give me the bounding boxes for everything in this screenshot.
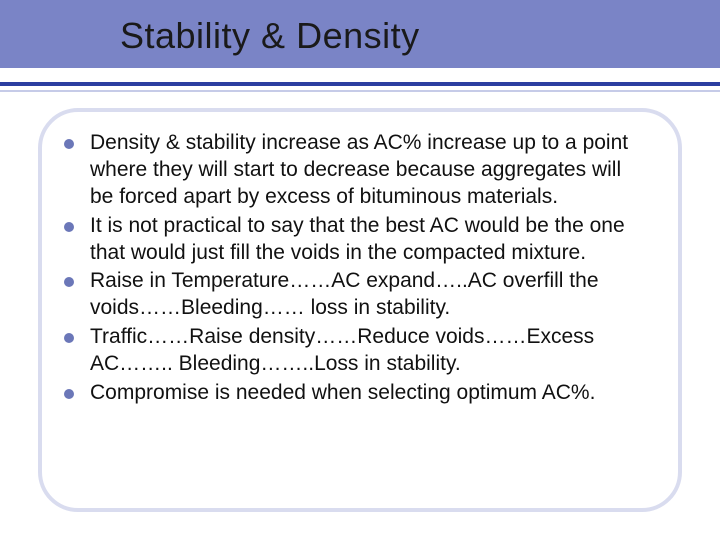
list-item: Traffic……Raise density……Reduce voids……Ex… [56,324,650,378]
list-item: It is not practical to say that the best… [56,213,650,267]
list-item: Density & stability increase as AC% incr… [56,130,650,211]
slide-title: Stability & Density [120,15,420,57]
title-container: Stability & Density [120,8,690,64]
divider-light [0,90,720,92]
list-item: Compromise is needed when selecting opti… [56,380,650,407]
slide: Stability & Density Density & stability … [0,0,720,540]
divider-dark [0,82,720,86]
bullet-list: Density & stability increase as AC% incr… [56,130,650,407]
list-item: Raise in Temperature……AC expand…..AC ove… [56,268,650,322]
content-box: Density & stability increase as AC% incr… [38,108,682,512]
